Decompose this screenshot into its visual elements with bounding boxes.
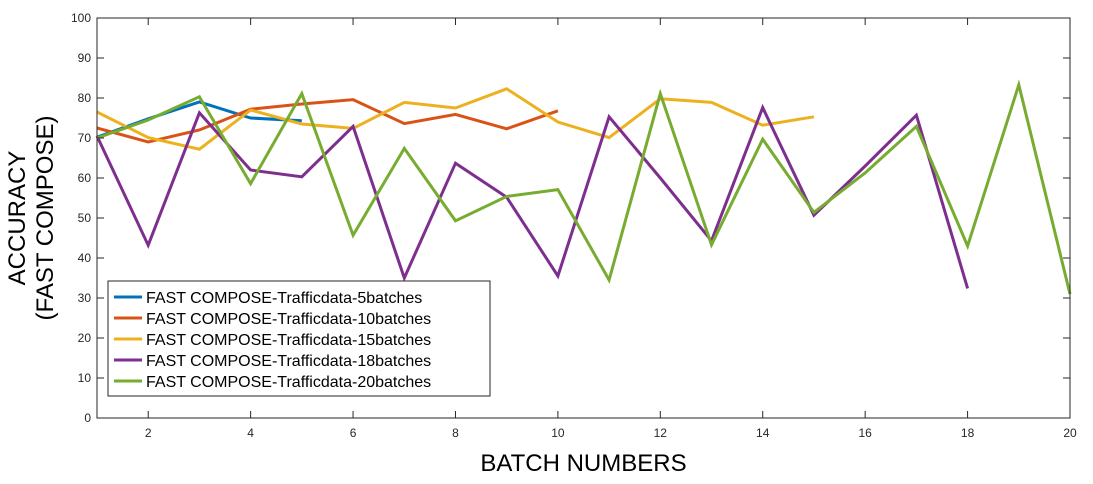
x-tick-label: 6 [350, 426, 357, 440]
x-tick-label: 12 [654, 426, 668, 440]
legend-label-1: FAST COMPOSE-Trafficdata-5batches [146, 290, 422, 307]
series-line-3 [96, 87, 815, 151]
series-line-2 [96, 98, 559, 144]
legend-label-5: FAST COMPOSE-Trafficdata-20batches [146, 374, 431, 391]
y-tick-label: 10 [78, 371, 92, 385]
x-tick-label: 2 [145, 426, 152, 440]
x-tick-label: 16 [858, 426, 872, 440]
y-tick-label: 40 [78, 251, 92, 265]
y-tick-label: 50 [78, 211, 92, 225]
y-tick-label: 100 [71, 11, 91, 25]
x-tick-label: 4 [247, 426, 254, 440]
y-tick-label: 90 [78, 51, 92, 65]
y-tick-label: 0 [84, 411, 91, 425]
y-tick-label: 70 [78, 131, 92, 145]
y-tick-label: 30 [78, 291, 92, 305]
x-tick-label: 14 [756, 426, 770, 440]
y-tick-label: 60 [78, 171, 92, 185]
legend: FAST COMPOSE-Trafficdata-5batches FAST CO… [107, 280, 491, 397]
legend-label-3: FAST COMPOSE-Trafficdata-15batches [146, 332, 431, 349]
series-layer [95, 79, 1072, 295]
x-tick-label: 10 [551, 426, 565, 440]
y-tick-label: 80 [78, 91, 92, 105]
x-tick-label: 20 [1063, 426, 1077, 440]
axes-layer: 2 4 6 8 10 12 14 16 18 20 0 10 20 30 40 50 60 70 80 90 100 [71, 11, 1077, 440]
y-axis-title-line-2: (FAST COMPOSE) [32, 116, 59, 321]
y-axis-title-line-1: ACCURACY [4, 151, 31, 286]
x-tick-label: 8 [452, 426, 459, 440]
series-line-5 [96, 79, 1072, 295]
legend-box [107, 280, 491, 397]
x-tick-label: 18 [961, 426, 975, 440]
x-axis-title: BATCH NUMBERS [480, 450, 686, 477]
legend-label-4: FAST COMPOSE-Trafficdata-18batches [146, 353, 431, 370]
legend-label-2: FAST COMPOSE-Trafficdata-10batches [146, 311, 431, 328]
y-tick-label: 20 [78, 331, 92, 345]
